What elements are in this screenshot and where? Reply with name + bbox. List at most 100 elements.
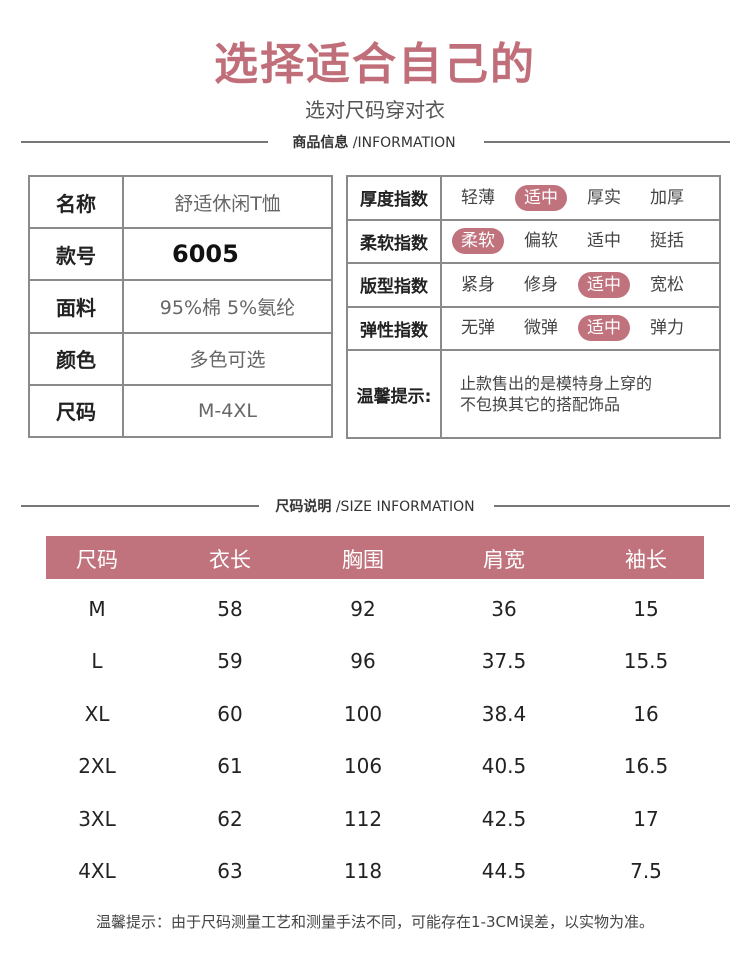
size-cell: 96 [350, 649, 376, 674]
index-label: 版型指数 [346, 262, 442, 308]
info-label: 名称 [28, 174, 124, 230]
index-option: 紧身 [461, 274, 495, 295]
tip-row: 温馨提示: 止款售出的是模特身上穿的 不包换其它的搭配饰品 [346, 349, 721, 439]
index-row: 柔软指数 柔软 偏软 适中 挺括 [346, 218, 721, 264]
index-option-selected: 适中 [515, 184, 567, 211]
index-row: 弹性指数 无弹 微弹 适中 弹力 [346, 305, 721, 351]
info-value: M-4XL [122, 383, 333, 439]
divider [494, 505, 730, 507]
info-label: 面料 [28, 279, 124, 334]
size-header-cell: 尺码 [76, 548, 118, 572]
page-title: 选择适合自己的 [214, 39, 536, 90]
size-row: 4XL 63 118 44.5 7.5 [0, 859, 750, 889]
tip-line: 止款售出的是模特身上穿的 [460, 374, 653, 393]
index-options: 紧身 修身 适中 宽松 [440, 262, 721, 308]
size-cell: 7.5 [630, 859, 662, 883]
size-cell: 100 [343, 701, 383, 726]
size-cell: 40.5 [481, 754, 527, 779]
page-subtitle: 选对尺码穿对衣 [305, 98, 445, 122]
divider [484, 141, 730, 143]
size-cell: 118 [343, 859, 383, 883]
size-cell: XL [84, 701, 110, 726]
size-cell: 59 [217, 649, 243, 674]
size-cell: 92 [350, 597, 376, 621]
index-label: 柔软指数 [346, 218, 442, 264]
index-option-selected: 适中 [578, 315, 630, 342]
section-heading-info: 商品信息 /INFORMATION [268, 132, 480, 152]
size-cell: 17 [633, 806, 659, 831]
size-cell: 106 [343, 754, 383, 779]
index-option: 轻薄 [461, 187, 495, 208]
size-cell: 38.4 [481, 701, 527, 726]
size-cell: L [91, 649, 103, 674]
tip-text: 止款售出的是模特身上穿的 不包换其它的搭配饰品 [440, 349, 721, 439]
size-cell: 44.5 [481, 859, 527, 883]
index-label: 弹性指数 [346, 305, 442, 351]
size-cell: 15.5 [623, 649, 669, 674]
size-cell: 15 [633, 597, 659, 621]
size-cell: M [88, 597, 106, 621]
footer-note: 温馨提示：由于尺码测量工艺和测量手法不同，可能存在1-3CM误差，以实物为准。 [96, 913, 654, 931]
index-option: 修身 [524, 274, 558, 295]
info-value: 6005 [122, 227, 333, 282]
index-option-selected: 柔软 [452, 228, 504, 255]
index-option: 挺括 [650, 231, 684, 252]
index-option: 弹力 [650, 318, 684, 339]
section-heading-size: 尺码说明 /SIZE INFORMATION [259, 496, 491, 516]
info-row: 尺码 M-4XL [28, 383, 333, 439]
divider [21, 141, 268, 143]
index-row: 厚度指数 轻薄 适中 厚实 加厚 [346, 175, 721, 221]
size-cell: 42.5 [481, 806, 527, 831]
index-row: 版型指数 紧身 修身 适中 宽松 [346, 262, 721, 308]
info-label: 款号 [28, 227, 124, 282]
info-value: 多色可选 [122, 331, 333, 386]
size-row: L 59 96 37.5 15.5 [0, 649, 750, 679]
size-cell: 60 [217, 701, 243, 726]
size-cell: 112 [343, 806, 383, 831]
size-header-cell: 肩宽 [483, 548, 525, 572]
info-label: 尺码 [28, 383, 124, 439]
index-option: 厚实 [587, 187, 621, 208]
size-cell: 4XL [78, 859, 116, 883]
index-options: 轻薄 适中 厚实 加厚 [440, 175, 721, 221]
size-cell: 37.5 [481, 649, 527, 674]
size-row: M 58 92 36 15 [0, 597, 750, 627]
index-option: 微弹 [524, 318, 558, 339]
heading-cn: 尺码说明 [275, 499, 332, 515]
size-cell: 58 [217, 597, 243, 621]
size-cell: 16 [633, 701, 659, 726]
index-option: 偏软 [524, 231, 558, 252]
index-option: 加厚 [650, 187, 684, 208]
size-header-cell: 袖长 [625, 548, 667, 572]
divider [21, 505, 259, 507]
size-table-header: 尺码 衣长 胸围 肩宽 袖长 [46, 536, 704, 579]
size-header-cell: 衣长 [209, 548, 251, 572]
size-row: XL 60 100 38.4 16 [0, 702, 750, 732]
info-value: 舒适休闲T恤 [122, 174, 333, 230]
index-table: 厚度指数 轻薄 适中 厚实 加厚 柔软指数 柔软 偏软 适中 挺括 版型指数 紧身 修身 适中 宽松 弹性指数… [346, 175, 721, 439]
index-option: 无弹 [461, 318, 495, 339]
size-cell: 16.5 [623, 754, 669, 779]
tip-label: 温馨提示: [346, 349, 442, 439]
size-row: 3XL 62 112 42.5 17 [0, 807, 750, 837]
heading-en: /INFORMATION [352, 135, 456, 151]
size-cell: 2XL [78, 754, 116, 779]
info-row: 面料 95%棉 5%氨纶 [28, 279, 333, 334]
size-cell: 3XL [78, 806, 116, 831]
size-header-cell: 胸围 [342, 548, 384, 572]
index-option-selected: 适中 [578, 271, 630, 298]
size-cell: 36 [491, 597, 517, 621]
index-option: 适中 [587, 231, 621, 252]
info-row: 颜色 多色可选 [28, 331, 333, 386]
size-cell: 62 [217, 806, 243, 831]
info-row: 款号 6005 [28, 227, 333, 282]
tip-line: 不包换其它的搭配饰品 [460, 395, 621, 414]
size-cell: 61 [217, 754, 243, 779]
size-row: 2XL 61 106 40.5 16.5 [0, 754, 750, 784]
index-options: 柔软 偏软 适中 挺括 [440, 218, 721, 264]
heading-en: /SIZE INFORMATION [335, 499, 475, 515]
info-row: 名称 舒适休闲T恤 [28, 174, 333, 230]
index-option: 宽松 [650, 274, 684, 295]
index-options: 无弹 微弹 适中 弹力 [440, 305, 721, 351]
product-info-table: 名称 舒适休闲T恤 款号 6005 面料 95%棉 5%氨纶 颜色 多色可选 尺码 M-4… [28, 174, 333, 439]
